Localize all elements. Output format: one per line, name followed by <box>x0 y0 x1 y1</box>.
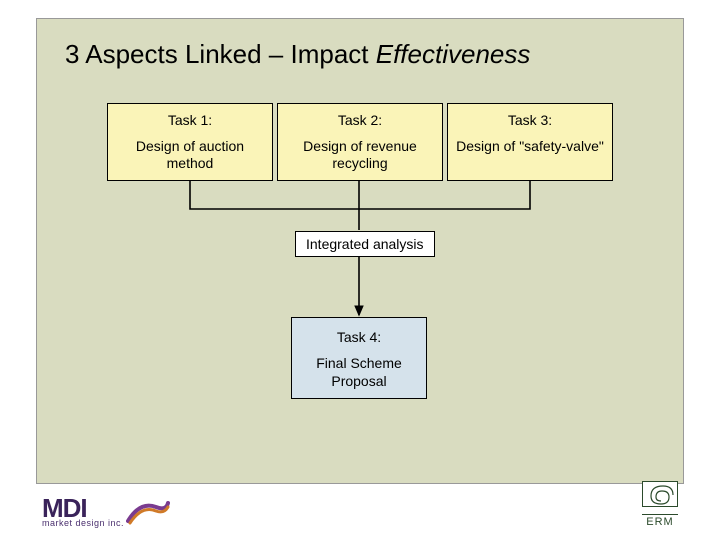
logo-erm: ERM <box>642 481 678 528</box>
task-4-desc: Final Scheme Proposal <box>298 354 420 390</box>
title-emph: Effectiveness <box>376 39 531 69</box>
task-box-1: Task 1: Design of auction method <box>107 103 273 181</box>
task-1-desc: Design of auction method <box>114 138 266 173</box>
erm-label: ERM <box>642 514 678 528</box>
task-4-title: Task 4: <box>298 328 420 346</box>
task-2-desc: Design of revenue recycling <box>284 138 436 173</box>
task-2-title: Task 2: <box>284 112 436 130</box>
spiral-icon <box>642 481 678 507</box>
task-3-title: Task 3: <box>454 112 606 130</box>
task-box-4: Task 4: Final Scheme Proposal <box>291 317 427 399</box>
task-box-2: Task 2: Design of revenue recycling <box>277 103 443 181</box>
task-1-title: Task 1: <box>114 112 266 130</box>
mdi-text-block: MDI market design inc. <box>42 497 124 528</box>
task-3-desc: Design of "safety-valve" <box>454 138 606 156</box>
swoosh-icon <box>126 497 170 527</box>
logo-mdi: MDI market design inc. <box>42 497 170 528</box>
slide-title: 3 Aspects Linked – Impact Effectiveness <box>65 39 530 70</box>
title-prefix: 3 Aspects Linked – Impact <box>65 39 376 69</box>
mdi-subtitle: market design inc. <box>42 518 124 528</box>
integrated-analysis-label: Integrated analysis <box>295 231 435 257</box>
content-panel: 3 Aspects Linked – Impact Effectiveness … <box>36 18 684 484</box>
mdi-mark: MDI <box>42 497 124 520</box>
slide: 3 Aspects Linked – Impact Effectiveness … <box>0 0 720 540</box>
task-box-3: Task 3: Design of "safety-valve" <box>447 103 613 181</box>
